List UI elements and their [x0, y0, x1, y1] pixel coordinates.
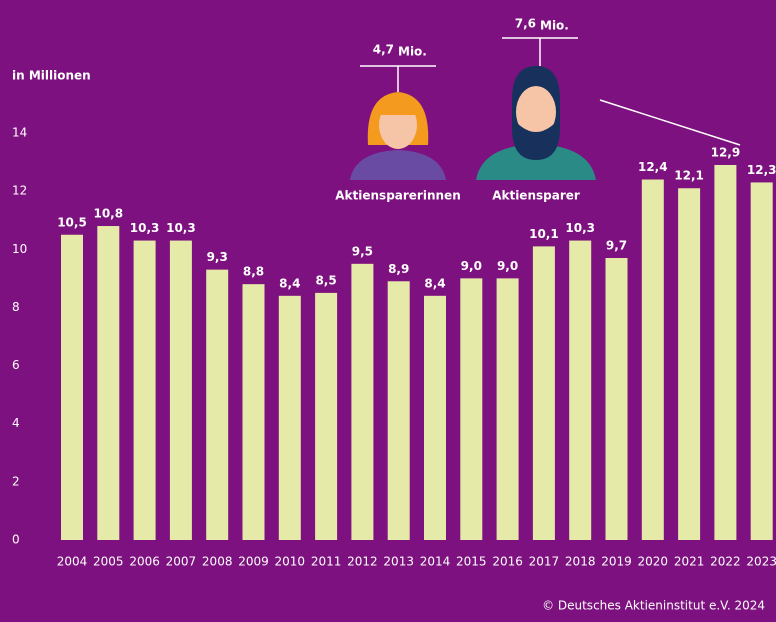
value-label: 9,5 — [352, 244, 373, 258]
y-tick-label: 14 — [12, 126, 27, 140]
man-icon — [476, 37, 596, 180]
value-label: 8,5 — [315, 273, 336, 287]
x-tick-label: 2012 — [347, 555, 378, 569]
value-label: 12,9 — [711, 145, 741, 159]
value-label: 10,3 — [130, 221, 160, 235]
x-tick-label: 2009 — [238, 555, 269, 569]
source: © Deutsches Aktieninstitut e.V. 2024 — [542, 599, 765, 613]
value-label: 8,8 — [243, 265, 264, 279]
value-label: 8,4 — [424, 276, 445, 290]
value-label: 9,7 — [606, 239, 627, 253]
value-label: 8,4 — [279, 276, 300, 290]
y-tick-label: 8 — [12, 300, 20, 314]
bar — [424, 295, 446, 540]
bar — [133, 240, 156, 541]
woman-icon — [350, 65, 446, 180]
value-label: 8,9 — [388, 262, 409, 276]
bar — [315, 292, 338, 540]
x-tick-label: 2013 — [383, 555, 414, 569]
x-tick-label: 2021 — [674, 555, 705, 569]
bar — [605, 258, 628, 540]
value-label: 9,0 — [461, 259, 482, 273]
annotation-label: Aktiensparer — [492, 189, 580, 203]
value-label: 10,1 — [529, 227, 559, 241]
bar — [496, 278, 519, 540]
y-tick-label: 0 — [12, 533, 20, 547]
bar — [532, 246, 555, 540]
x-tick-label: 2018 — [565, 555, 596, 569]
bar — [750, 182, 773, 540]
x-tick-label: 2017 — [529, 555, 560, 569]
bar — [569, 240, 592, 541]
annotation-label: Aktiensparerinnen — [335, 189, 460, 203]
bar — [242, 284, 265, 540]
x-tick-label: 2015 — [456, 555, 487, 569]
x-tick-label: 2008 — [202, 555, 233, 569]
y-tick-label: 6 — [12, 358, 20, 372]
y-tick-label: 12 — [12, 184, 27, 198]
x-tick-label: 2004 — [57, 555, 88, 569]
bar — [678, 188, 701, 540]
y-tick-label: 10 — [12, 242, 27, 256]
bar — [206, 269, 229, 540]
value-label: 9,3 — [207, 250, 228, 264]
bar — [641, 179, 664, 540]
bar — [351, 263, 374, 540]
x-tick-label: 2005 — [93, 555, 124, 569]
bar — [97, 226, 120, 540]
x-tick-label: 2007 — [166, 555, 197, 569]
bar — [460, 278, 483, 540]
x-tick-label: 2006 — [129, 555, 160, 569]
x-tick-label: 2019 — [601, 555, 632, 569]
x-tick-label: 2023 — [746, 555, 776, 569]
bar — [169, 240, 192, 541]
annotation-value: 7,6 — [515, 17, 536, 31]
y-tick-label: 2 — [12, 474, 20, 488]
x-tick-label: 2014 — [420, 555, 451, 569]
annotation-value: 4,7 — [373, 43, 394, 57]
value-label: 12,4 — [638, 160, 668, 174]
value-label: 12,3 — [747, 163, 776, 177]
value-label: 10,3 — [166, 221, 196, 235]
value-label: 10,5 — [57, 215, 87, 229]
annotation-unit: Mio. — [398, 45, 427, 59]
pointer-line — [599, 99, 741, 146]
annotation-unit: Mio. — [540, 19, 569, 33]
y-tick-label: 4 — [12, 416, 20, 430]
x-tick-label: 2022 — [710, 555, 741, 569]
x-tick-label: 2016 — [492, 555, 523, 569]
bar — [387, 281, 410, 540]
value-label: 10,8 — [93, 207, 123, 221]
y-axis-label: in Millionen — [12, 69, 91, 83]
value-label: 10,3 — [565, 221, 595, 235]
bar — [714, 164, 737, 540]
bar — [61, 234, 83, 540]
x-tick-label: 2020 — [638, 555, 669, 569]
bar — [278, 295, 301, 540]
x-tick-label: 2010 — [275, 555, 306, 569]
value-label: 12,1 — [674, 169, 704, 183]
x-tick-label: 2011 — [311, 555, 342, 569]
value-label: 9,0 — [497, 259, 518, 273]
